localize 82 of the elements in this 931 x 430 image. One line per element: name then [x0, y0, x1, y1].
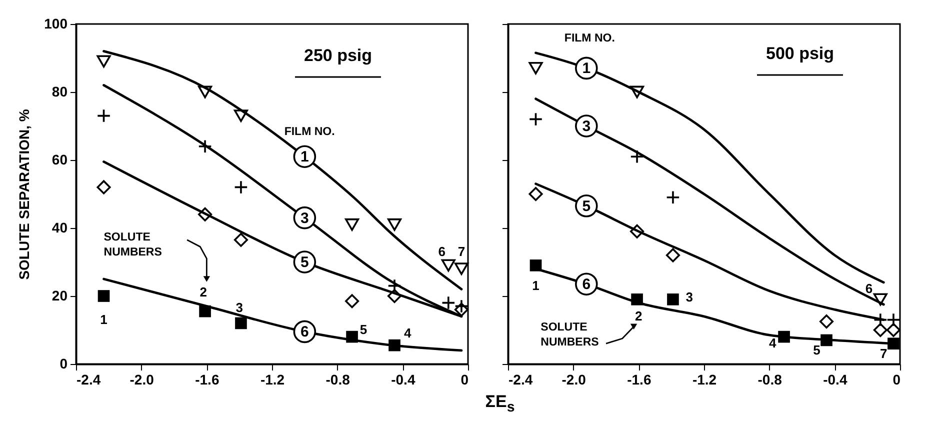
- point: [666, 248, 680, 262]
- x-tick-label: 0: [892, 372, 901, 388]
- series-label: 5: [300, 254, 309, 271]
- x-tick-label: -1.6: [195, 372, 220, 388]
- annotation: 4: [404, 325, 412, 340]
- y-axis-title: SOLUTE SEPARATION, %: [16, 108, 32, 280]
- x-tick-label: -0.4: [823, 372, 848, 388]
- point: [528, 186, 543, 202]
- point: [454, 302, 468, 317]
- x-axis-title: ΣE$_{s}$: [484, 392, 516, 416]
- point: [441, 296, 456, 310]
- x-tick-label: -1.6: [627, 372, 652, 388]
- annotation: FILM NO.: [284, 126, 335, 138]
- point: [387, 218, 402, 231]
- x-tick-label: -2.4: [508, 372, 533, 388]
- point: [387, 288, 402, 304]
- text: 500 psig: [766, 44, 834, 63]
- y-tick-label: 80: [52, 84, 68, 100]
- annotation: 3: [686, 290, 693, 305]
- annotation: 5: [360, 322, 368, 337]
- x-tick-label: -2.4: [76, 372, 101, 388]
- point: [630, 86, 644, 98]
- point: [96, 180, 111, 194]
- point: [454, 262, 468, 276]
- point: [234, 232, 248, 247]
- x-tick-label: -0.8: [758, 372, 782, 388]
- point: [96, 108, 111, 123]
- x-tick-label: -1.2: [692, 372, 717, 388]
- point: [528, 112, 543, 126]
- point: [888, 338, 900, 350]
- series-label: 3: [300, 210, 309, 227]
- text: 250 psig: [304, 46, 372, 65]
- series-label: 1: [582, 60, 591, 78]
- point: [98, 290, 110, 302]
- x-tick-label: -2.0: [562, 372, 586, 388]
- point: [873, 322, 888, 338]
- point: [886, 322, 900, 338]
- x-tick-label: -0.4: [391, 372, 416, 388]
- series-label: 1: [300, 148, 309, 166]
- point: [666, 190, 680, 204]
- annotation: 7: [458, 244, 466, 259]
- x-tick-label: -0.8: [326, 372, 350, 388]
- series-label: 5: [582, 198, 591, 215]
- x-tick-label: -2.0: [130, 372, 154, 388]
- annotation: 6: [865, 281, 873, 296]
- point: [630, 224, 644, 238]
- point: [198, 207, 212, 222]
- point: [345, 294, 360, 308]
- point: [198, 86, 212, 98]
- series-label: 6: [582, 276, 591, 294]
- y-tick-label: 20: [52, 288, 68, 304]
- y-tick-label: 60: [52, 152, 68, 168]
- annotation: 3: [236, 300, 243, 315]
- point: [234, 180, 248, 194]
- annotation: 2: [200, 284, 208, 300]
- annotation: 7: [880, 346, 888, 361]
- y-tick-label: 100: [44, 16, 68, 32]
- point: [528, 62, 543, 74]
- point: [235, 317, 247, 330]
- series-label: 3: [582, 118, 591, 135]
- x-tick-label: 0: [460, 372, 469, 388]
- annotation: SOLUTE NUMBERS: [104, 231, 162, 258]
- annotation: 2: [635, 308, 642, 324]
- y-tick-label: 0: [60, 356, 68, 372]
- point: [819, 314, 834, 329]
- point: [667, 293, 679, 306]
- annotation: FILM NO.: [564, 32, 615, 44]
- x-tick-label: -1.2: [260, 372, 285, 388]
- annotation: 5: [813, 342, 820, 358]
- line-series: [102, 278, 463, 352]
- annotation: SOLUTE NUMBERS: [540, 322, 600, 348]
- point: [96, 55, 111, 68]
- annotation: 6: [438, 244, 446, 259]
- annotation: 1: [100, 312, 108, 327]
- annotation: 4: [768, 336, 777, 351]
- y-tick-label: 40: [52, 220, 68, 236]
- series-label: 6: [300, 324, 309, 341]
- point: [873, 293, 888, 306]
- annotation: 1: [532, 278, 540, 293]
- point: [441, 259, 456, 272]
- point: [345, 218, 360, 231]
- point: [234, 110, 248, 122]
